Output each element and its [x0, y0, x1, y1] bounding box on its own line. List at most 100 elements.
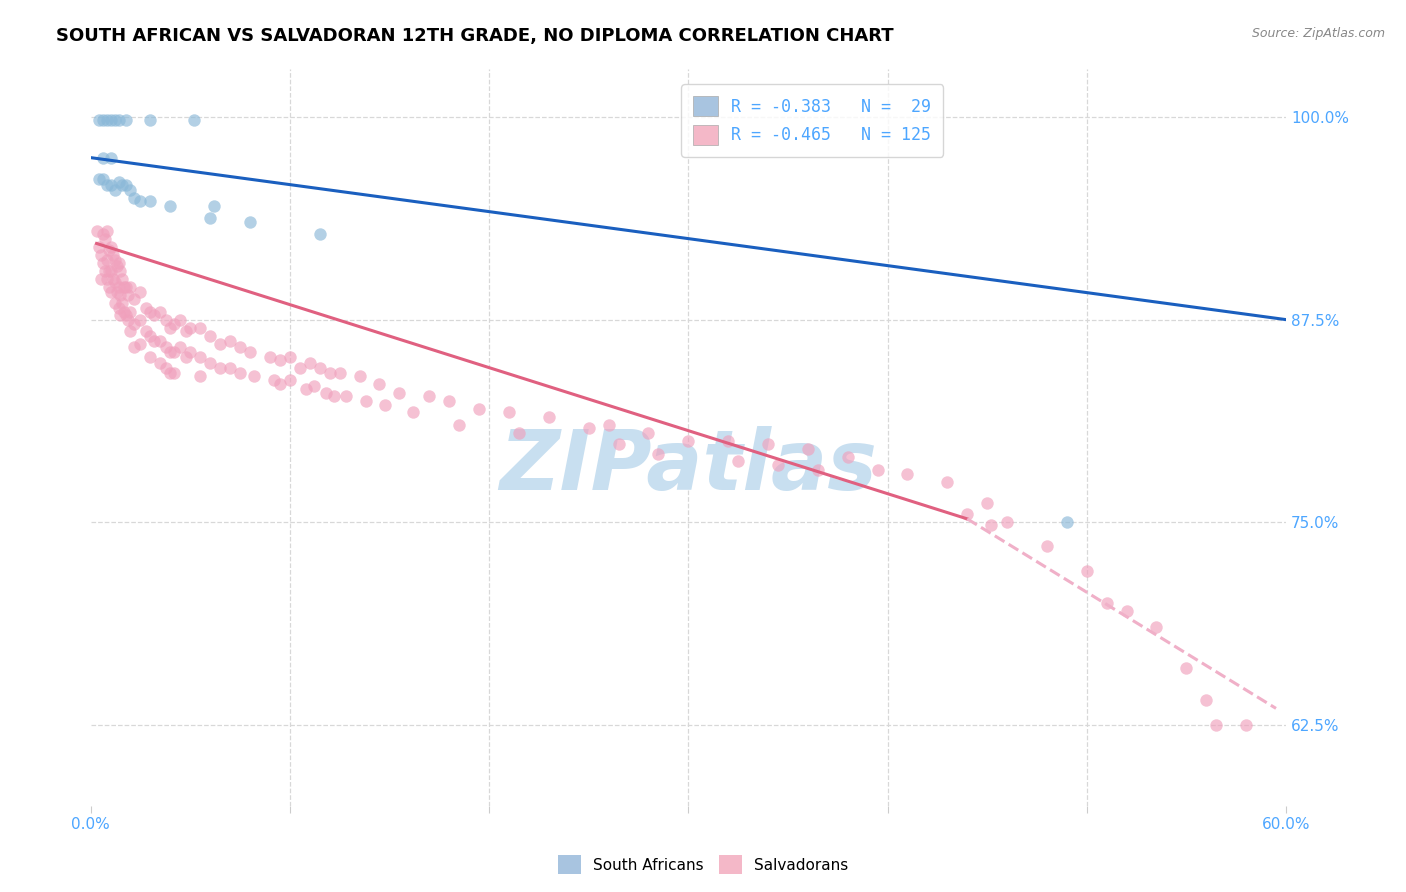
Point — [169, 312, 191, 326]
Point — [120, 280, 142, 294]
Point — [174, 324, 197, 338]
Point — [976, 496, 998, 510]
Point — [219, 334, 242, 348]
Point — [418, 389, 440, 403]
Point — [159, 320, 181, 334]
Point — [1205, 717, 1227, 731]
Point — [90, 248, 112, 262]
Legend: South Africans, Salvadorans: South Africans, Salvadorans — [551, 849, 855, 880]
Point — [139, 304, 162, 318]
Point — [209, 361, 232, 376]
Point — [837, 450, 859, 465]
Point — [717, 434, 740, 449]
Point — [188, 350, 211, 364]
Point — [349, 369, 371, 384]
Point — [110, 288, 132, 302]
Point — [155, 340, 177, 354]
Point — [111, 296, 134, 310]
Point — [995, 515, 1018, 529]
Point — [308, 361, 330, 376]
Point — [354, 393, 377, 408]
Point — [318, 366, 340, 380]
Point — [163, 366, 186, 380]
Point — [578, 421, 600, 435]
Point — [96, 113, 118, 128]
Point — [278, 350, 301, 364]
Point — [163, 318, 186, 332]
Point — [756, 437, 779, 451]
Point — [139, 194, 162, 209]
Point — [1195, 693, 1218, 707]
Point — [179, 320, 201, 334]
Point — [302, 379, 325, 393]
Point — [508, 425, 530, 440]
Point — [1056, 515, 1078, 529]
Point — [129, 312, 152, 326]
Point — [110, 308, 132, 322]
Point — [97, 264, 120, 278]
Point — [111, 178, 134, 193]
Point — [1076, 564, 1098, 578]
Point — [114, 304, 136, 318]
Point — [91, 113, 114, 128]
Point — [110, 264, 132, 278]
Point — [439, 393, 461, 408]
Point — [368, 377, 391, 392]
Point — [91, 151, 114, 165]
Point — [866, 463, 889, 477]
Point — [124, 191, 146, 205]
Point — [209, 337, 232, 351]
Point — [229, 340, 252, 354]
Point — [96, 252, 118, 267]
Point — [124, 340, 146, 354]
Point — [87, 171, 110, 186]
Point — [100, 178, 122, 193]
Point — [294, 382, 316, 396]
Point — [288, 361, 311, 376]
Point — [120, 324, 142, 338]
Point — [219, 361, 242, 376]
Point — [96, 272, 118, 286]
Point — [100, 285, 122, 299]
Point — [86, 223, 108, 237]
Point — [100, 240, 122, 254]
Point — [117, 288, 139, 302]
Point — [100, 113, 122, 128]
Point — [1036, 540, 1059, 554]
Point — [149, 356, 172, 370]
Point — [1175, 661, 1198, 675]
Point — [135, 324, 157, 338]
Point — [239, 215, 262, 229]
Point — [647, 447, 669, 461]
Point — [149, 334, 172, 348]
Point — [124, 292, 146, 306]
Point — [91, 171, 114, 186]
Point — [598, 417, 620, 432]
Point — [322, 389, 344, 403]
Point — [91, 227, 114, 241]
Point — [129, 194, 152, 209]
Point — [896, 467, 918, 481]
Point — [766, 458, 789, 473]
Point — [229, 366, 252, 380]
Point — [198, 356, 221, 370]
Point — [103, 276, 125, 290]
Point — [96, 178, 118, 193]
Point — [388, 385, 411, 400]
Legend: R = -0.383   N =  29, R = -0.465   N = 125: R = -0.383 N = 29, R = -0.465 N = 125 — [682, 84, 943, 157]
Point — [120, 183, 142, 197]
Point — [93, 264, 115, 278]
Point — [117, 312, 139, 326]
Point — [107, 301, 129, 316]
Point — [97, 280, 120, 294]
Point — [159, 345, 181, 359]
Point — [198, 328, 221, 343]
Point — [374, 399, 396, 413]
Point — [155, 361, 177, 376]
Point — [124, 318, 146, 332]
Point — [298, 356, 321, 370]
Point — [807, 463, 830, 477]
Point — [308, 227, 330, 241]
Point — [149, 304, 172, 318]
Point — [678, 434, 700, 449]
